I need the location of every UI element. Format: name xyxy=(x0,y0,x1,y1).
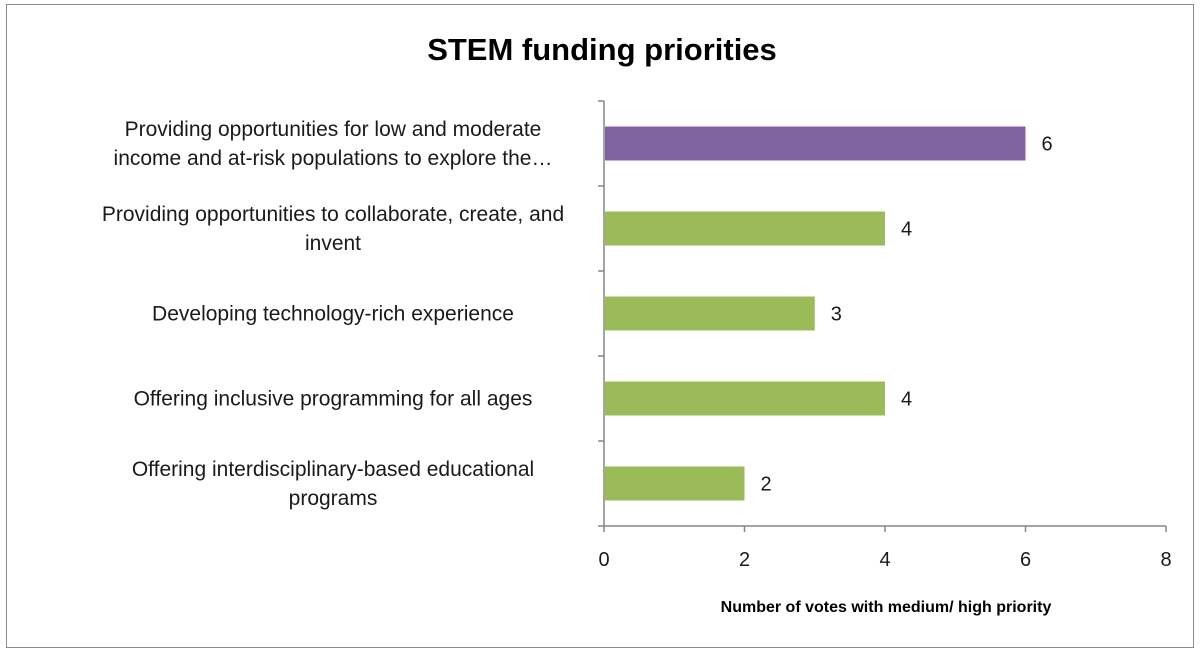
x-axis-title: Number of votes with medium/ high priori… xyxy=(721,599,1052,616)
labels-layer: 6 Providing opportunities for low and mod… xyxy=(102,118,1053,510)
bar xyxy=(605,211,885,246)
bar xyxy=(605,126,1026,161)
category-label: Providing opportunities for low and mode… xyxy=(114,118,553,170)
bar xyxy=(605,296,815,331)
data-label: 3 xyxy=(831,304,842,326)
bars-layer xyxy=(605,126,1026,501)
category-label: Offering interdisciplinary-based educati… xyxy=(132,458,534,510)
category-label: Offering inclusive programming for all a… xyxy=(134,388,533,411)
axis-layer: 0 2 4 6 8 xyxy=(598,100,1172,571)
data-label: 4 xyxy=(901,219,912,241)
x-tick-label: 4 xyxy=(879,549,890,571)
category-label: Developing technology-rich experience xyxy=(152,303,514,326)
data-label: 2 xyxy=(761,474,772,496)
data-label: 4 xyxy=(901,389,912,411)
chart-title: STEM funding priorities xyxy=(427,32,777,67)
x-tick-label: 8 xyxy=(1160,549,1171,571)
chart-frame xyxy=(6,4,1194,648)
category-label: Providing opportunities to collaborate, … xyxy=(102,203,564,255)
bar xyxy=(605,381,885,416)
bar xyxy=(605,466,745,501)
x-tick-label: 6 xyxy=(1020,549,1031,571)
x-tick-label: 0 xyxy=(598,549,609,571)
x-tick-label: 2 xyxy=(739,549,750,571)
data-label: 6 xyxy=(1042,134,1053,156)
